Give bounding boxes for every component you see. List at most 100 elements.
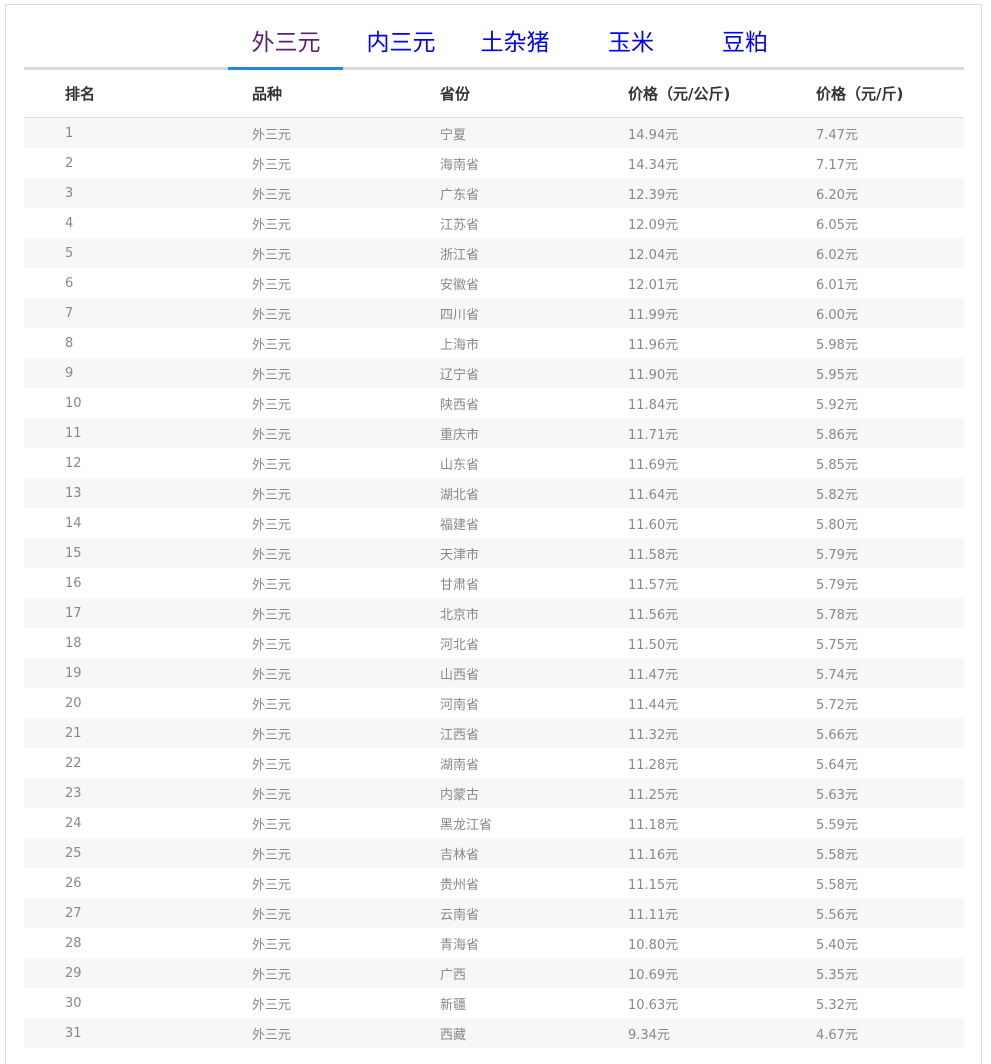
variety-cell: 外三元 [252,997,292,1013]
table-row: 14 外三元 福建省 11.60元 5.80元 [24,508,964,538]
rank-cell: 12 [65,455,82,471]
tab-tu-za-zhu[interactable]: 土杂猪 [480,30,550,56]
rank-cell: 3 [24,178,252,208]
price-jin-cell: 5.58元 [816,838,964,868]
price-jin-cell: 5.74元 [816,658,964,688]
variety-cell: 外三元 [252,418,440,448]
price-kg-cell: 11.56元 [628,598,816,628]
table-row: 26 外三元 贵州省 11.15元 5.58元 [24,868,964,898]
price-jin-cell: 6.20元 [816,178,964,208]
table-row: 28 外三元 青海省 10.80元 5.40元 [24,928,964,958]
variety-cell: 外三元 [252,877,292,893]
table-row: 5 外三元 浙江省 12.04元 6.02元 [24,238,964,268]
price-kg-cell: 10.63元 [628,997,679,1013]
province-cell: 黑龙江省 [440,817,493,833]
province-cell: 北京市 [440,598,628,628]
price-jin-cell: 4.67元 [816,1018,964,1048]
variety-cell: 外三元 [252,538,440,568]
tab-nei-san-yuan[interactable]: 内三元 [366,30,436,56]
tab-bar: 外三元 内三元 土杂猪 玉米 豆粕 [24,22,964,70]
table-row: 16 外三元 甘肃省 11.57元 5.79元 [24,568,964,598]
province-cell: 青海省 [440,937,480,953]
province-cell: 陕西省 [440,397,480,413]
tab-yu-mi[interactable]: 玉米 [608,30,654,56]
price-jin-cell: 6.00元 [816,298,964,328]
variety-cell: 外三元 [252,697,292,713]
price-kg-cell: 11.28元 [628,757,679,773]
variety-cell: 外三元 [252,757,292,773]
rank-cell: 5 [24,238,252,268]
header-price-jin: 价格（元/斤) [816,70,964,118]
province-cell: 河南省 [440,697,480,713]
variety-cell: 外三元 [252,277,292,293]
rank-cell: 13 [24,478,252,508]
province-cell: 河北省 [440,637,480,653]
variety-cell: 外三元 [252,337,292,353]
variety-cell: 外三元 [252,598,440,628]
province-cell: 江苏省 [440,217,480,233]
price-jin-cell: 6.05元 [816,217,858,233]
table-row: 6 外三元 安徽省 12.01元 6.01元 [24,268,964,298]
province-cell: 西藏 [440,1018,628,1048]
rank-cell: 15 [24,538,252,568]
price-kg-cell: 11.32元 [628,718,816,748]
table-row: 20 外三元 河南省 11.44元 5.72元 [24,688,964,718]
price-kg-cell: 12.01元 [628,277,679,293]
variety-cell: 外三元 [252,958,440,988]
variety-cell: 外三元 [252,817,292,833]
rank-cell: 8 [65,335,74,351]
table-row: 8 外三元 上海市 11.96元 5.98元 [24,328,964,358]
price-kg-cell: 11.18元 [628,817,679,833]
price-kg-cell: 11.58元 [628,538,816,568]
tab-dou-po[interactable]: 豆粕 [722,30,768,56]
variety-cell: 外三元 [252,1018,440,1048]
price-jin-cell: 5.79元 [816,577,858,593]
variety-cell: 外三元 [252,517,292,533]
variety-cell: 外三元 [252,217,292,233]
price-kg-cell: 11.16元 [628,838,816,868]
table-header-row: 排名 品种 省份 价格（元/公斤) 价格（元/斤) [24,70,964,118]
rank-cell: 21 [24,718,252,748]
price-jin-cell: 5.75元 [816,637,858,653]
rank-cell: 25 [24,838,252,868]
rank-cell: 28 [65,935,82,951]
table-row: 30 外三元 新疆 10.63元 5.32元 [24,988,964,1018]
rank-cell: 7 [24,298,252,328]
price-kg-cell: 11.90元 [628,358,816,388]
variety-cell: 外三元 [252,937,292,953]
table-row: 10 外三元 陕西省 11.84元 5.92元 [24,388,964,418]
price-kg-cell: 11.64元 [628,478,816,508]
table-row: 1 外三元 宁夏 14.94元 7.47元 [24,117,964,148]
rank-cell: 4 [65,215,74,231]
table-row: 4 外三元 江苏省 12.09元 6.05元 [24,208,964,238]
table-row: 3 外三元 广东省 12.39元 6.20元 [24,178,964,208]
province-cell: 宁夏 [440,117,628,148]
table-row: 18 外三元 河北省 11.50元 5.75元 [24,628,964,658]
rank-cell: 20 [65,695,82,711]
price-jin-cell: 5.66元 [816,718,964,748]
variety-cell: 外三元 [252,157,292,173]
province-cell: 内蒙古 [440,778,628,808]
variety-cell: 外三元 [252,178,440,208]
variety-cell: 外三元 [252,238,440,268]
rank-cell: 10 [65,395,82,411]
table-row: 31 外三元 西藏 9.34元 4.67元 [24,1018,964,1048]
province-cell: 甘肃省 [440,577,480,593]
price-kg-cell: 14.34元 [628,157,679,173]
price-jin-cell: 5.32元 [816,997,858,1013]
price-jin-cell: 5.56元 [816,898,964,928]
variety-cell: 外三元 [252,117,440,148]
price-kg-cell: 11.50元 [628,637,679,653]
table-row: 22 外三元 湖南省 11.28元 5.64元 [24,748,964,778]
price-kg-cell: 11.60元 [628,517,679,533]
tab-wai-san-yuan[interactable]: 外三元 [251,30,321,56]
price-kg-cell: 10.69元 [628,958,816,988]
table-row: 13 外三元 湖北省 11.64元 5.82元 [24,478,964,508]
price-jin-cell: 5.95元 [816,358,964,388]
price-jin-cell: 5.35元 [816,958,964,988]
rank-cell: 27 [24,898,252,928]
province-cell: 江西省 [440,718,628,748]
province-cell: 山西省 [440,658,628,688]
table-row: 25 外三元 吉林省 11.16元 5.58元 [24,838,964,868]
rank-cell: 9 [24,358,252,388]
